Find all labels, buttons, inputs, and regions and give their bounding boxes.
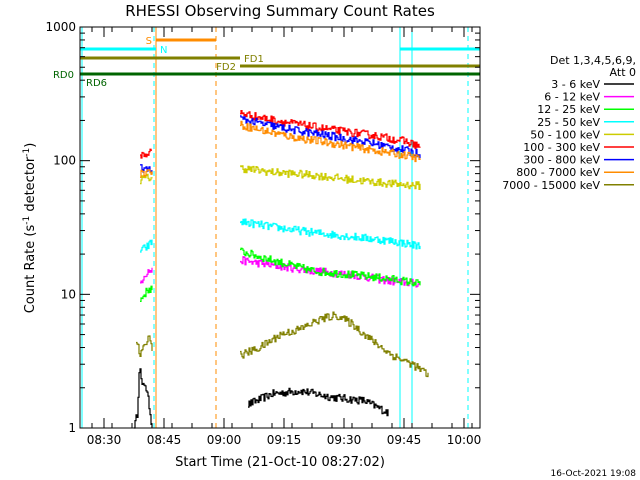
flag-label: N <box>160 45 167 56</box>
y-axis-label: Count Rate (s-1 detector-1) <box>22 143 38 314</box>
plot-frame <box>79 26 481 429</box>
legend-entry: 12 - 25 keV <box>537 103 600 116</box>
series-line <box>136 335 153 357</box>
x-tick-label: 10:00 <box>447 433 482 447</box>
series-line <box>134 368 153 429</box>
axes: RD0 1 10 100 1000 08:30 08:45 09:00 09:15 09:30 09… <box>45 20 481 447</box>
series-line <box>140 285 153 302</box>
y-axis-label-sup1: -1 <box>22 216 32 225</box>
x-tick-label: 09:00 <box>207 433 242 447</box>
y-tick-label: 1000 <box>45 20 76 34</box>
flag-label-outside: RD0 <box>53 70 74 81</box>
flag-label: FD1 <box>244 54 264 65</box>
series-line <box>140 239 153 253</box>
legend-entry: 7000 - 15000 keV <box>502 179 600 192</box>
y-axis-label-end: ) <box>23 143 38 148</box>
y-tick-label: 10 <box>61 287 76 301</box>
series-line <box>240 110 421 150</box>
legend-entry: 800 - 7000 keV <box>516 166 600 179</box>
flag-label: S <box>146 36 152 47</box>
generation-timestamp: 16-Oct-2021 19:08 <box>551 469 637 479</box>
x-tick-label: 08:30 <box>87 433 122 447</box>
flag-label: FD2 <box>216 62 236 73</box>
series-line <box>240 165 421 190</box>
y-axis-label-mid: detector <box>23 156 38 216</box>
legend-entry: 6 - 12 keV <box>544 91 600 104</box>
legend-entry: 3 - 6 keV <box>551 78 600 91</box>
series-line <box>140 148 152 159</box>
legend-entry: 300 - 800 keV <box>523 154 600 167</box>
series-line <box>240 218 421 250</box>
y-axis-label-main: Count Rate (s <box>23 225 38 314</box>
series-line <box>240 115 421 159</box>
series-line <box>248 387 389 417</box>
x-tick-label: 09:15 <box>267 433 302 447</box>
y-tick-label: 1 <box>68 421 76 435</box>
x-tick-label: 09:30 <box>327 433 362 447</box>
y-tick-label: 100 <box>53 154 76 168</box>
legend-header: Det 1,3,4,5,6,9, <box>550 54 636 67</box>
x-tick-label: 09:45 <box>387 433 422 447</box>
y-axis-label-sup2: -1 <box>22 148 32 157</box>
legend-entry: 100 - 300 keV <box>523 141 600 154</box>
legend-entry: 25 - 50 keV <box>537 116 600 129</box>
series-line <box>240 311 429 378</box>
series-line <box>240 247 421 287</box>
chart-title: RHESSI Observing Summary Count Rates <box>125 2 435 20</box>
series-line <box>140 169 153 178</box>
flag-label: RD6 <box>86 78 107 89</box>
plot-area: SN FD1 FD2 RD6 <box>80 27 480 429</box>
x-tick-label: 08:45 <box>147 433 182 447</box>
series-line <box>140 267 153 284</box>
legend-header: Att 0 <box>610 66 636 79</box>
x-axis-label: Start Time (21-Oct-10 08:27:02) <box>175 455 385 470</box>
legend-entry: 50 - 100 keV <box>530 128 600 141</box>
series-line <box>240 120 421 163</box>
